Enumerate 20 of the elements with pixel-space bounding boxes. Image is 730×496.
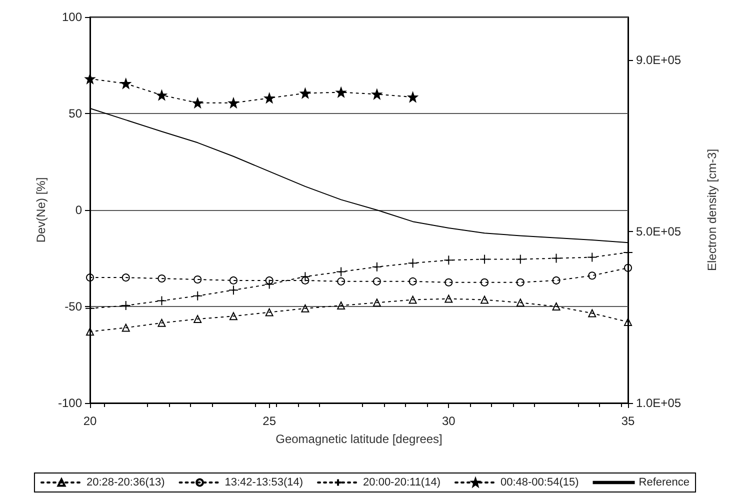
legend-label: 20:28-20:36(13) <box>86 476 165 488</box>
y-tick-label: 0 <box>75 203 82 217</box>
x-axis-title: Geomagnetic latitude [degrees] <box>276 432 442 446</box>
x-tick-label: 35 <box>621 414 635 428</box>
x-tick-label: 25 <box>262 414 276 428</box>
y2-tick-label: 5.0E+05 <box>636 224 682 238</box>
legend-label: 20:00-20:11(14) <box>363 476 440 488</box>
y-tick-label: -50 <box>64 300 82 314</box>
legend-label: Reference <box>638 476 690 488</box>
y-tick-label: -100 <box>58 396 82 410</box>
legend-label: 00:48-00:54(15) <box>500 476 579 488</box>
y-axis-title: Dev(Ne) [%] <box>34 177 48 243</box>
y2-tick-label: 9.0E+05 <box>636 52 682 67</box>
y2-tick-label: 1.0E+05 <box>636 396 682 410</box>
y2-axis-title: Electron density [cm-3] <box>705 148 719 272</box>
legend-label: 13:42-13:53(14) <box>224 476 304 488</box>
x-tick-label: 30 <box>442 414 456 428</box>
x-tick-label: 20 <box>83 414 97 428</box>
y-tick-label: 50 <box>68 106 82 120</box>
y-tick-label: 100 <box>62 10 82 24</box>
